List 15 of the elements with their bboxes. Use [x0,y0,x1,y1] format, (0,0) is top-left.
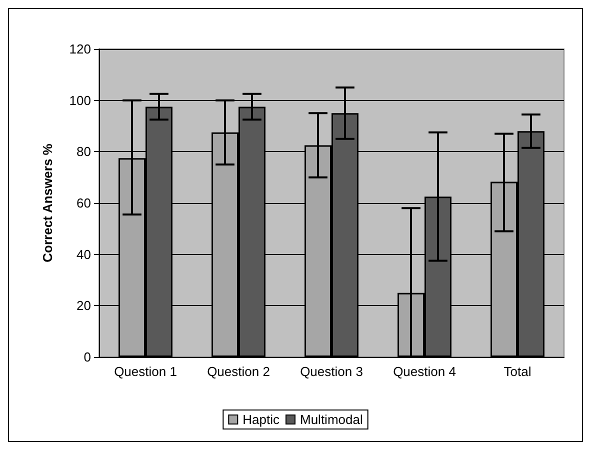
y-tick-label: 120 [69,42,91,56]
x-tick-label: Total [504,364,532,379]
x-tick-label: Question 3 [300,364,363,379]
x-tick-label: Question 4 [393,364,456,379]
y-tick-label: 100 [69,92,91,108]
y-tick-label: 40 [76,246,91,262]
legend-label: Haptic [242,412,280,427]
y-axis-title: Correct Answers % [40,143,55,262]
y-tick-label: 0 [84,350,91,364]
y-tick-label: 60 [76,196,91,210]
x-tick-label: Question 2 [207,364,270,379]
legend-label: Multimodal [300,412,363,427]
y-tick-label: 20 [76,298,91,314]
y-tick-label: 80 [76,144,91,160]
x-tick-label: Question 1 [114,364,177,379]
